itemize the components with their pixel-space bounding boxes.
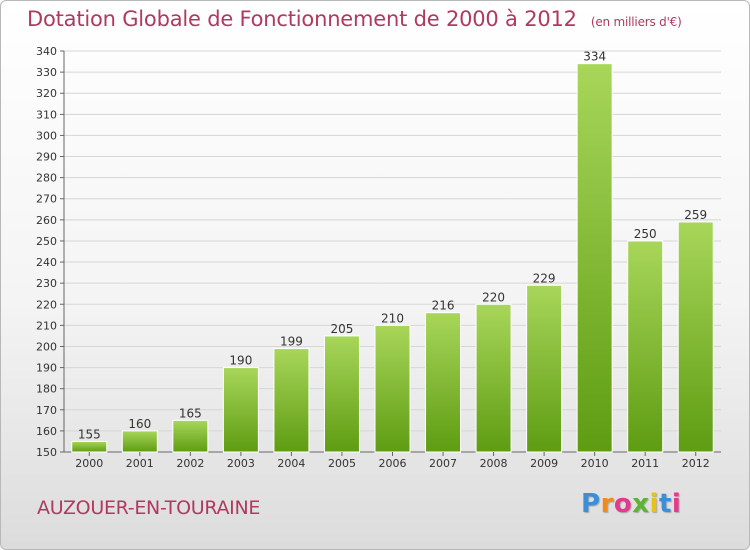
bar <box>576 63 613 453</box>
y-tick-label: 290 <box>36 151 57 164</box>
x-tick-label: 2000 <box>75 457 103 470</box>
bar <box>627 240 664 453</box>
data-label: 205 <box>331 322 354 336</box>
y-tick-label: 270 <box>36 193 57 206</box>
y-tick-label: 180 <box>36 383 57 396</box>
x-tick-label: 2003 <box>227 457 255 470</box>
bar <box>71 440 108 453</box>
data-label: 165 <box>179 406 202 420</box>
data-label: 190 <box>229 354 252 368</box>
data-label: 160 <box>128 417 151 431</box>
y-tick-label: 250 <box>36 235 57 248</box>
y-tick-label: 200 <box>36 340 57 353</box>
y-tick-label: 150 <box>36 446 57 459</box>
x-tick-label: 2010 <box>581 457 609 470</box>
x-tick-label: 2007 <box>429 457 457 470</box>
logo-letter: r <box>600 489 614 519</box>
commune-name: AUZOUER-EN-TOURAINE <box>37 497 261 519</box>
y-tick-label: 280 <box>36 172 57 185</box>
data-label: 210 <box>381 311 404 325</box>
chart-title: Dotation Globale de Fonctionnement de 20… <box>27 7 682 31</box>
bar <box>526 284 563 453</box>
bar <box>121 430 158 453</box>
y-tick-label: 210 <box>36 319 57 332</box>
x-tick-label: 2005 <box>328 457 356 470</box>
x-tick-label: 2006 <box>379 457 407 470</box>
title-text: Dotation Globale de Fonctionnement de 20… <box>27 7 577 31</box>
bar <box>222 367 259 453</box>
data-label: 216 <box>432 299 455 313</box>
y-tick-label: 240 <box>36 256 57 269</box>
logo-letter: i <box>649 489 659 519</box>
bar <box>273 348 310 453</box>
data-label: 229 <box>533 271 556 285</box>
bar <box>475 303 512 453</box>
x-tick-label: 2009 <box>530 457 558 470</box>
unit-label: (en milliers d'€) <box>590 15 682 29</box>
y-tick-label: 260 <box>36 214 57 227</box>
y-tick-label: 300 <box>36 129 57 142</box>
logo-letter: t <box>658 489 672 519</box>
bar <box>323 335 360 453</box>
bar <box>425 312 462 453</box>
y-tick-label: 170 <box>36 404 57 417</box>
x-tick-label: 2011 <box>631 457 659 470</box>
y-tick-label: 220 <box>36 298 57 311</box>
x-tick-label: 2002 <box>176 457 204 470</box>
data-label: 220 <box>482 290 505 304</box>
x-tick-label: 2012 <box>682 457 710 470</box>
y-tick-label: 320 <box>36 87 57 100</box>
logo-letter: o <box>613 489 633 519</box>
x-tick-label: 2001 <box>126 457 154 470</box>
data-label: 259 <box>684 208 707 222</box>
bar <box>374 324 411 453</box>
proxiti-logo: Proxiti <box>581 489 681 519</box>
y-tick-label: 230 <box>36 277 57 290</box>
y-tick-label: 330 <box>36 66 57 79</box>
bar <box>677 221 714 453</box>
y-tick-label: 340 <box>36 45 57 58</box>
y-tick-label: 310 <box>36 108 57 121</box>
data-label: 155 <box>78 427 101 441</box>
x-tick-label: 2004 <box>277 457 305 470</box>
x-tick-label: 2008 <box>480 457 508 470</box>
logo-letter: x <box>632 489 650 519</box>
data-label: 199 <box>280 335 303 349</box>
y-tick-label: 160 <box>36 425 57 438</box>
bar <box>172 419 209 453</box>
data-label: 334 <box>583 50 606 64</box>
logo-letter: P <box>581 489 601 519</box>
logo-letter: i <box>671 489 682 519</box>
data-label: 250 <box>634 227 657 241</box>
y-tick-label: 190 <box>36 362 57 375</box>
